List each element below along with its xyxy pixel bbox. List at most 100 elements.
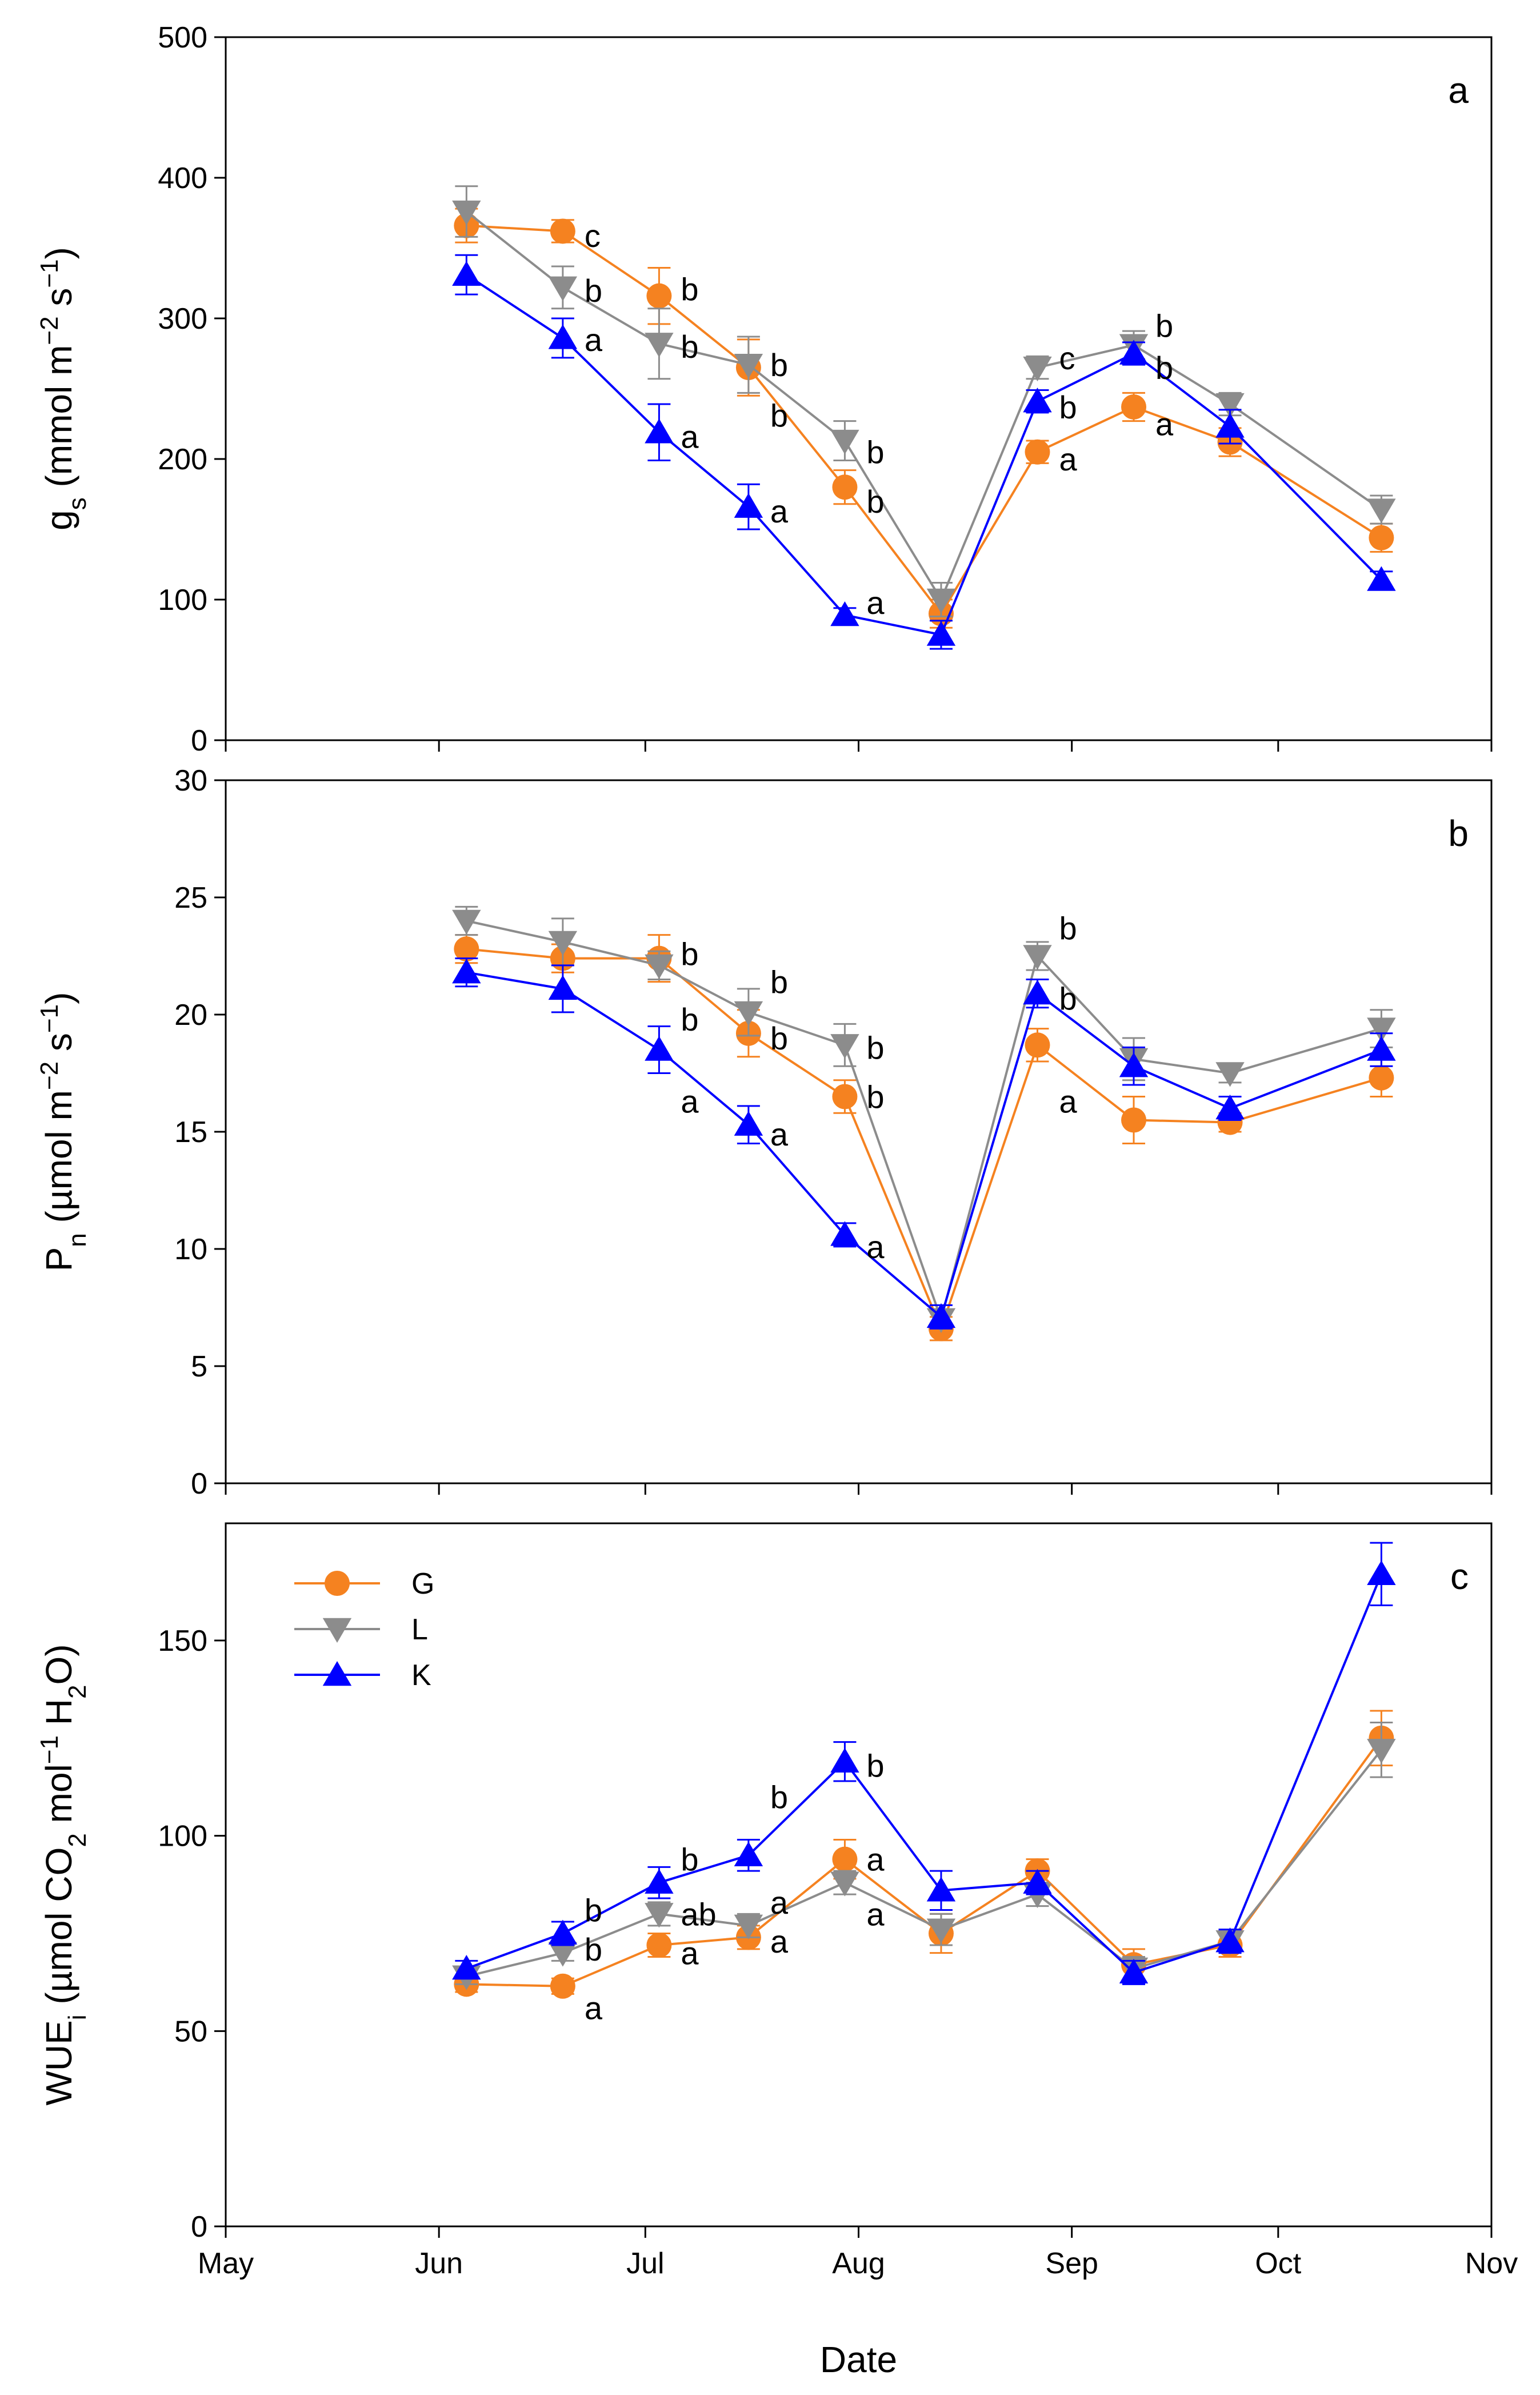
significance-letter: a [1059,1084,1077,1120]
legend-marker-L [322,1618,352,1643]
significance-letter: a [585,322,603,358]
y-axis-title-part-0: P [38,1247,79,1272]
y-tick-label: 100 [158,584,207,617]
x-tick-label: Jul [626,2247,664,2280]
legend-label-K: K [411,1659,431,1692]
legend-label-G: G [411,1567,434,1600]
data-point-K [1023,388,1052,413]
panel-letter: a [1448,70,1469,111]
panel-c: 0 50 100 150 May Jun Jul Aug Sep Oct Nov c WUEi (µmo… [35,1522,1518,2380]
significance-letter: b [1155,350,1173,386]
significance-letter: a [770,1116,789,1152]
data-point-K [1367,1560,1396,1586]
data-point-K [1023,980,1052,1005]
data-point-L [548,1942,578,1967]
y-tick-label: 10 [174,1233,207,1266]
series-line-L [466,920,1382,1323]
y-axis-title-part-2: (µmol m [38,1090,79,1233]
data-point-G [1025,1032,1050,1058]
series-K [452,254,1396,650]
significance-letter: b [585,1931,602,1967]
data-point-G [1121,1107,1147,1133]
data-point-K [1215,1927,1245,1953]
y-axis-title-part-7: 2 [63,1685,91,1699]
y-tick-label: 500 [158,21,207,54]
significance-letter: a [681,1084,699,1120]
significance-letter: b [681,936,698,972]
y-axis-title-part-2: (mmol m [38,345,79,498]
data-point-K [734,1111,763,1136]
significance-letter: b [770,398,788,434]
legend-label-L: L [411,1613,428,1646]
data-point-L [645,1903,674,1928]
data-point-K [926,621,956,646]
data-point-K [645,1036,674,1061]
significance-letter: a [770,493,789,529]
data-point-G [1025,439,1050,465]
data-point-K [1119,1958,1149,1984]
significance-letter: b [681,329,698,365]
x-tick-label: Sep [1045,2247,1098,2280]
data-point-K [548,324,578,349]
y-axis-title-part-4: s [38,288,79,317]
significance-letter: b [585,273,602,309]
panel-letter: c [1450,1556,1469,1597]
data-point-K [1367,1036,1396,1061]
y-axis-title-part-3: −2 [35,316,63,345]
data-point-G [550,218,575,244]
significance-letter: c [1059,340,1075,376]
data-point-K [1119,340,1149,365]
y-tick-label: 20 [174,999,207,1032]
y-axis-title: WUEi (µmol CO2 mol−1 H2O) [35,1644,91,2105]
data-point-L [734,1001,763,1026]
y-axis-title-part-6: H [38,1699,79,1735]
data-point-L [645,333,674,358]
x-tick-label: Oct [1255,2247,1301,2280]
data-point-G [646,1933,672,1958]
x-axis-title: Date [820,2339,897,2380]
data-point-L [734,353,763,379]
significance-letter: b [866,1748,884,1784]
data-point-G [832,1084,858,1109]
data-point-G [1369,1065,1394,1091]
data-point-K [548,975,578,1000]
y-axis-title-part-4: mol [38,1764,79,1833]
data-point-K [830,601,859,626]
data-point-G [550,1973,575,1999]
x-tick-label: May [198,2247,254,2280]
legend-marker-G [325,1571,350,1596]
significance-letter: a [866,1896,885,1932]
y-tick-label: 150 [158,1624,207,1658]
y-axis-title-part-5: −1 [35,259,63,288]
y-axis-title-part-4: s [38,1033,79,1061]
data-point-G [832,474,858,500]
data-point-L [452,200,481,226]
data-point-K [452,261,481,286]
y-axis-title-part-2: (µmol CO [38,1847,79,2015]
y-axis-title-part-8: O) [38,1644,79,1685]
series-line-G [466,948,1382,1332]
significance-letter: a [681,1935,699,1971]
significance-letter: b [585,1893,602,1929]
x-tick-label: Jun [415,2247,463,2280]
y-tick-label: 100 [158,1820,207,1853]
significance-letter: b [681,1001,698,1037]
significance-letter: c [585,218,601,254]
series-line-G [466,1737,1383,1987]
data-point-L [1367,498,1396,524]
y-tick-label: 200 [158,443,207,476]
legend-marker-K [322,1661,352,1686]
data-point-L [645,954,674,979]
significance-letter: a [770,1885,789,1921]
significance-letter: a [681,419,699,455]
significance-letter: b [681,1842,698,1878]
x-tick-label: Nov [1465,2247,1518,2280]
data-point-G [1121,394,1147,420]
data-point-K [1119,1052,1149,1077]
data-point-L [1215,1062,1245,1087]
data-point-K [452,1955,481,1980]
data-point-L [830,1034,859,1059]
data-point-L [1023,945,1052,970]
